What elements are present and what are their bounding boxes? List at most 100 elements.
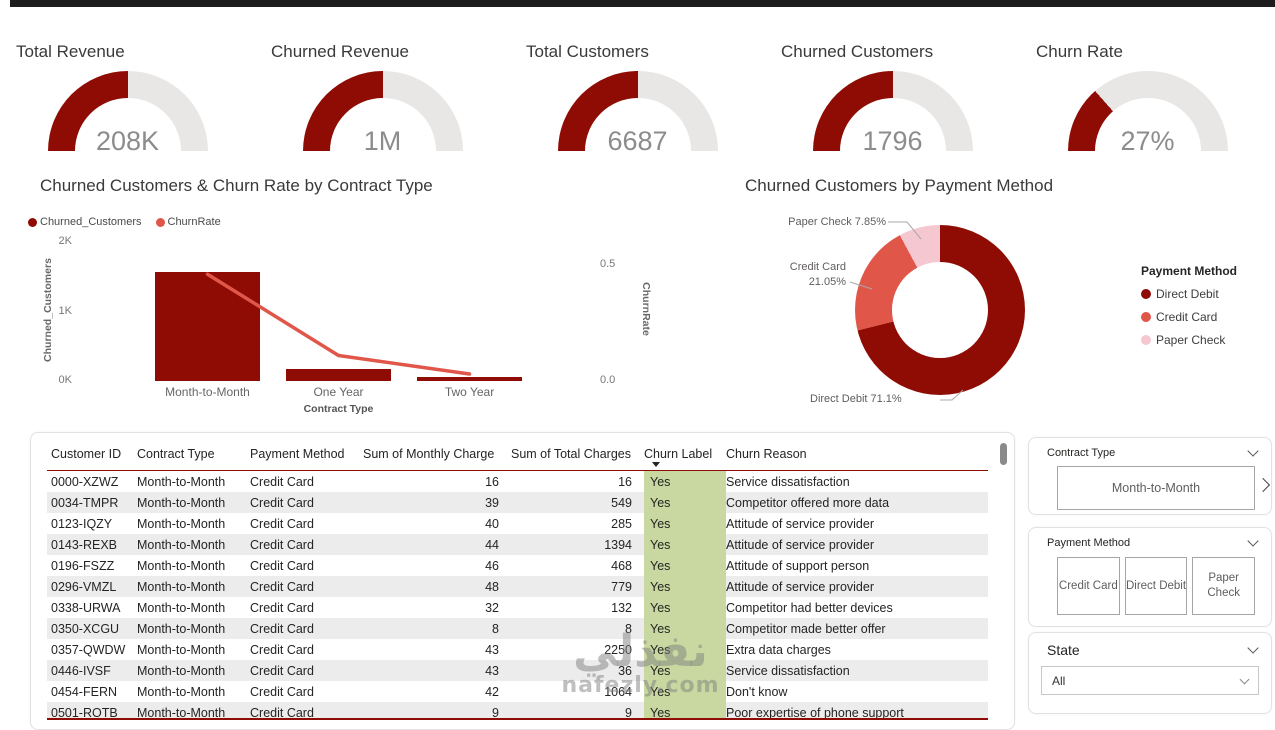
column-header-sum-total-charges[interactable]: Sum of Total Charges: [511, 445, 644, 471]
cell-contract-type: Month-to-Month: [137, 579, 226, 594]
kpi-title: Total Revenue: [16, 42, 125, 61]
cell-sum-of-total-charges: 1394: [604, 537, 632, 552]
gauge-value: 6687: [607, 126, 668, 151]
table-row[interactable]: 0123-IQZY Month-to-Month Credit Card 40 285 Y…: [47, 513, 988, 534]
column-header-customer-id[interactable]: Customer ID: [47, 445, 137, 471]
cell-contract-type: Month-to-Month: [137, 516, 226, 531]
donut-chart-title: Churned Customers by Payment Method: [745, 176, 1054, 195]
gauge-churned-revenue[interactable]: 1M: [302, 71, 463, 151]
cell-sum-of-monthly-charge: 42: [485, 684, 499, 699]
cell-customer-id: 0123-IQZY: [51, 516, 113, 531]
donut-plot[interactable]: [855, 225, 1025, 395]
column-header-contract-type[interactable]: Contract Type: [137, 445, 250, 471]
table-row[interactable]: 0357-QWDW Month-to-Month Credit Card 43 2250…: [47, 639, 988, 660]
cell-sum-of-total-charges: 16: [618, 474, 632, 489]
kpi-churned-revenue: Churned Revenue 1M: [255, 36, 510, 152]
slicer-payment-method: Payment Method Credit Card Direct Debit …: [1028, 527, 1272, 627]
gauge-churn-rate[interactable]: 27%: [1067, 71, 1228, 151]
chevron-down-icon[interactable]: [1247, 535, 1259, 547]
kpi-row: Total Revenue 208K Churned Revenue 1M To…: [0, 36, 1275, 152]
table-scrollbar-thumb[interactable]: [1000, 443, 1007, 465]
kpi-total-revenue: Total Revenue 208K: [0, 36, 255, 152]
legend-item-paper-check[interactable]: Paper Check: [1141, 333, 1237, 347]
table-row[interactable]: 0501-ROTB Month-to-Month Credit Card 9 9 Yes P…: [47, 702, 988, 720]
slicer-option-direct-debit[interactable]: Direct Debit: [1124, 557, 1188, 615]
cell-customer-id: 0000-XZWZ: [51, 474, 119, 489]
cell-churn-label: Yes: [644, 702, 726, 718]
cell-sum-of-total-charges: 285: [611, 516, 632, 531]
slicer-option-credit-card[interactable]: Credit Card: [1057, 557, 1120, 615]
table-row[interactable]: 0350-XCGU Month-to-Month Credit Card 8 8 Yes C…: [47, 618, 988, 639]
y-axis-title-left: Churned_Customers: [42, 258, 54, 362]
y-axis-tick: 2K: [58, 235, 72, 247]
cell-churn-reason: Service dissatisfaction: [726, 663, 850, 678]
table-row[interactable]: 0034-TMPR Month-to-Month Credit Card 39 549 Y…: [47, 492, 988, 513]
slicer-state: State All: [1028, 632, 1272, 714]
table-row[interactable]: 0454-FERN Month-to-Month Credit Card 42 1064…: [47, 681, 988, 702]
bar-month-to-month[interactable]: [155, 271, 260, 381]
state-dropdown[interactable]: All: [1041, 666, 1259, 695]
legend-label: Credit Card: [1156, 310, 1218, 324]
chevron-down-icon[interactable]: [1247, 445, 1259, 457]
cell-churn-reason: Competitor had better devices: [726, 600, 893, 615]
donut-legend-title: Payment Method: [1141, 264, 1238, 278]
cell-payment-method: Credit Card: [250, 600, 314, 615]
cell-churn-label: Yes: [644, 513, 726, 534]
table-header-row: Customer ID Contract Type Payment Method…: [47, 445, 988, 471]
cell-sum-of-monthly-charge: 9: [492, 705, 499, 720]
bar-one-year[interactable]: [286, 369, 391, 381]
cell-customer-id: 0350-XCGU: [51, 621, 120, 636]
gauge-value: 1M: [363, 126, 402, 151]
donut-chart: Churned Customers by Payment Method Pape…: [660, 172, 1275, 430]
column-header-payment-method[interactable]: Payment Method: [250, 445, 363, 471]
y-axis-title-right: ChurnRate: [640, 282, 652, 336]
cell-churn-reason: Attitude of service provider: [726, 516, 874, 531]
table-row[interactable]: 0338-URWA Month-to-Month Credit Card 32 132 Y…: [47, 597, 988, 618]
churn-rate-line[interactable]: [142, 242, 535, 381]
slicer-option-month-to-month[interactable]: Month-to-Month: [1057, 466, 1255, 510]
table-body: 0000-XZWZ Month-to-Month Credit Card 16 16 Ye…: [47, 470, 988, 720]
kpi-title: Churned Customers: [781, 42, 934, 61]
column-header-sum-monthly-charge[interactable]: Sum of Monthly Charge: [363, 445, 511, 471]
table-row[interactable]: 0296-VMZL Month-to-Month Credit Card 48 779 Y…: [47, 576, 988, 597]
column-header-churn-reason[interactable]: Churn Reason: [726, 445, 988, 471]
kpi-title: Churned Revenue: [271, 42, 409, 61]
table-row[interactable]: 0000-XZWZ Month-to-Month Credit Card 16 16 Ye…: [47, 470, 988, 492]
legend-item-churned-customers[interactable]: Churned_Customers: [28, 216, 142, 228]
gauge-total-revenue[interactable]: 208K: [47, 71, 208, 151]
cell-customer-id: 0446-IVSF: [51, 663, 111, 678]
callout-credit-card: Credit Card 21.05%: [720, 260, 846, 290]
gauge-total-customers[interactable]: 6687: [557, 71, 718, 151]
table-row[interactable]: 0143-REXB Month-to-Month Credit Card 44 1394…: [47, 534, 988, 555]
chevron-down-icon[interactable]: [1247, 642, 1259, 654]
x-axis-label: Two Year: [444, 385, 495, 399]
combo-plot-area: [142, 242, 535, 381]
state-dropdown-value: All: [1052, 673, 1066, 688]
column-header-churn-label[interactable]: Churn Label: [644, 445, 726, 471]
cell-sum-of-monthly-charge: 46: [485, 558, 499, 573]
gauge-value: 1796: [862, 126, 923, 151]
cell-customer-id: 0143-REXB: [51, 537, 118, 552]
table-row[interactable]: 0196-FSZZ Month-to-Month Credit Card 46 468 Y…: [47, 555, 988, 576]
cell-sum-of-monthly-charge: 39: [485, 495, 499, 510]
cell-payment-method: Credit Card: [250, 684, 314, 699]
cell-churn-reason: Attitude of support person: [726, 558, 870, 573]
cell-payment-method: Credit Card: [250, 621, 314, 636]
cell-payment-method: Credit Card: [250, 537, 314, 552]
legend-item-credit-card[interactable]: Credit Card: [1141, 310, 1237, 324]
legend-item-churnrate[interactable]: ChurnRate: [155, 216, 221, 228]
donut-legend: Payment Method Direct Debit Credit Card …: [1141, 264, 1237, 356]
kpi-title: Total Customers: [526, 42, 649, 61]
chevron-right-icon[interactable]: [1255, 477, 1271, 493]
legend-dot-icon: [1141, 312, 1151, 322]
cell-contract-type: Month-to-Month: [137, 558, 226, 573]
legend-label: Churned_Customers: [40, 216, 142, 228]
cell-customer-id: 0454-FERN: [51, 684, 117, 699]
table-row[interactable]: 0446-IVSF Month-to-Month Credit Card 43 36 Ye…: [47, 660, 988, 681]
cell-sum-of-total-charges: 36: [618, 663, 632, 678]
kpi-title: Churn Rate: [1036, 42, 1123, 61]
legend-item-direct-debit[interactable]: Direct Debit: [1141, 287, 1237, 301]
slicer-option-paper-check[interactable]: Paper Check: [1192, 557, 1256, 615]
bar-two-year[interactable]: [417, 376, 522, 381]
gauge-churned-customers[interactable]: 1796: [812, 71, 973, 151]
